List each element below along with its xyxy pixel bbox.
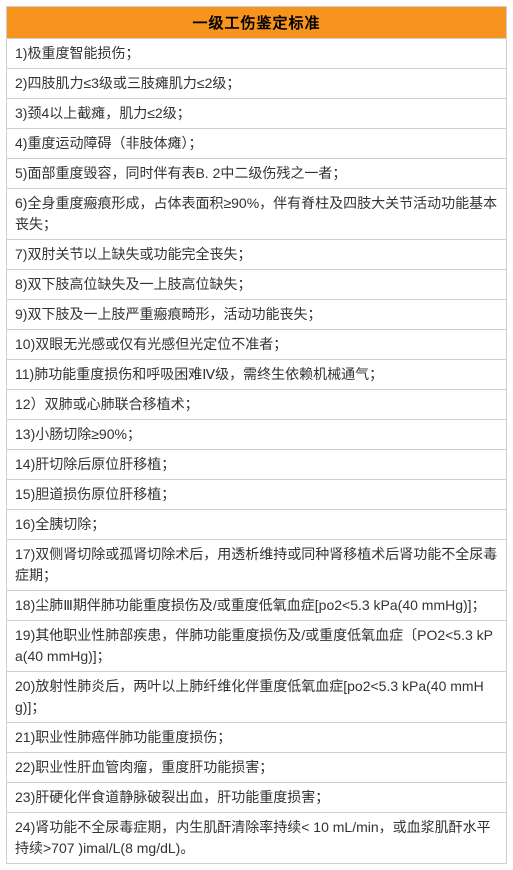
table-row: 21)职业性肺癌伴肺功能重度损伤； bbox=[7, 723, 507, 753]
table-row: 9)双下肢及一上肢严重瘢痕畸形，活动功能丧失； bbox=[7, 300, 507, 330]
table-header: 一级工伤鉴定标准 bbox=[7, 7, 507, 39]
cell: 4)重度运动障碍（非肢体瘫）； bbox=[7, 129, 507, 159]
cell: 7)双肘关节以上缺失或功能完全丧失； bbox=[7, 240, 507, 270]
cell: 23)肝硬化伴食道静脉破裂出血，肝功能重度损害； bbox=[7, 783, 507, 813]
table-row: 16)全胰切除； bbox=[7, 510, 507, 540]
cell: 24)肾功能不全尿毒症期，内生肌酐清除率持续< 10 mL/min，或血浆肌酐水… bbox=[7, 813, 507, 864]
table-row: 6)全身重度瘢痕形成，占体表面积≥90%，伴有脊柱及四肢大关节活动功能基本丧失； bbox=[7, 189, 507, 240]
cell: 21)职业性肺癌伴肺功能重度损伤； bbox=[7, 723, 507, 753]
table-row: 1)极重度智能损伤； bbox=[7, 39, 507, 69]
table-row: 22)职业性肝血管肉瘤，重度肝功能损害； bbox=[7, 753, 507, 783]
table-row: 7)双肘关节以上缺失或功能完全丧失； bbox=[7, 240, 507, 270]
cell: 2)四肢肌力≤3级或三肢瘫肌力≤2级； bbox=[7, 69, 507, 99]
cell: 17)双侧肾切除或孤肾切除术后，用透析维持或同种肾移植术后肾功能不全尿毒症期； bbox=[7, 540, 507, 591]
table-row: 24)肾功能不全尿毒症期，内生肌酐清除率持续< 10 mL/min，或血浆肌酐水… bbox=[7, 813, 507, 864]
table-row: 15)胆道损伤原位肝移植； bbox=[7, 480, 507, 510]
table-row: 23)肝硬化伴食道静脉破裂出血，肝功能重度损害； bbox=[7, 783, 507, 813]
table-row: 17)双侧肾切除或孤肾切除术后，用透析维持或同种肾移植术后肾功能不全尿毒症期； bbox=[7, 540, 507, 591]
cell: 14)肝切除后原位肝移植； bbox=[7, 450, 507, 480]
cell: 10)双眼无光感或仅有光感但光定位不准者； bbox=[7, 330, 507, 360]
table-row: 20)放射性肺炎后，两叶以上肺纤维化伴重度低氧血症[po2<5.3 kPa(40… bbox=[7, 672, 507, 723]
cell: 16)全胰切除； bbox=[7, 510, 507, 540]
table-row: 13)小肠切除≥90%； bbox=[7, 420, 507, 450]
table-row: 5)面部重度毁容，同时伴有表B. 2中二级伤残之一者； bbox=[7, 159, 507, 189]
cell: 20)放射性肺炎后，两叶以上肺纤维化伴重度低氧血症[po2<5.3 kPa(40… bbox=[7, 672, 507, 723]
cell: 9)双下肢及一上肢严重瘢痕畸形，活动功能丧失； bbox=[7, 300, 507, 330]
cell: 11)肺功能重度损伤和呼吸困难Ⅳ级，需终生依赖机械通气； bbox=[7, 360, 507, 390]
standards-table: 一级工伤鉴定标准 1)极重度智能损伤；2)四肢肌力≤3级或三肢瘫肌力≤2级；3)… bbox=[6, 6, 507, 864]
cell: 5)面部重度毁容，同时伴有表B. 2中二级伤残之一者； bbox=[7, 159, 507, 189]
cell: 3)颈4以上截瘫，肌力≤2级； bbox=[7, 99, 507, 129]
table-row: 19)其他职业性肺部疾患，伴肺功能重度损伤及/或重度低氧血症〔PO2<5.3 k… bbox=[7, 621, 507, 672]
cell: 13)小肠切除≥90%； bbox=[7, 420, 507, 450]
table-row: 2)四肢肌力≤3级或三肢瘫肌力≤2级； bbox=[7, 69, 507, 99]
table-row: 18)尘肺Ⅲ期伴肺功能重度损伤及/或重度低氧血症[po2<5.3 kPa(40 … bbox=[7, 591, 507, 621]
table-row: 8)双下肢高位缺失及一上肢高位缺失； bbox=[7, 270, 507, 300]
cell: 1)极重度智能损伤； bbox=[7, 39, 507, 69]
cell: 22)职业性肝血管肉瘤，重度肝功能损害； bbox=[7, 753, 507, 783]
cell: 19)其他职业性肺部疾患，伴肺功能重度损伤及/或重度低氧血症〔PO2<5.3 k… bbox=[7, 621, 507, 672]
table-row: 4)重度运动障碍（非肢体瘫）； bbox=[7, 129, 507, 159]
table-row: 11)肺功能重度损伤和呼吸困难Ⅳ级，需终生依赖机械通气； bbox=[7, 360, 507, 390]
cell: 12）双肺或心肺联合移植术； bbox=[7, 390, 507, 420]
table-row: 14)肝切除后原位肝移植； bbox=[7, 450, 507, 480]
cell: 18)尘肺Ⅲ期伴肺功能重度损伤及/或重度低氧血症[po2<5.3 kPa(40 … bbox=[7, 591, 507, 621]
table-row: 10)双眼无光感或仅有光感但光定位不准者； bbox=[7, 330, 507, 360]
cell: 6)全身重度瘢痕形成，占体表面积≥90%，伴有脊柱及四肢大关节活动功能基本丧失； bbox=[7, 189, 507, 240]
cell: 8)双下肢高位缺失及一上肢高位缺失； bbox=[7, 270, 507, 300]
table-body: 1)极重度智能损伤；2)四肢肌力≤3级或三肢瘫肌力≤2级；3)颈4以上截瘫，肌力… bbox=[7, 39, 507, 864]
table-row: 3)颈4以上截瘫，肌力≤2级； bbox=[7, 99, 507, 129]
table-row: 12）双肺或心肺联合移植术； bbox=[7, 390, 507, 420]
cell: 15)胆道损伤原位肝移植； bbox=[7, 480, 507, 510]
